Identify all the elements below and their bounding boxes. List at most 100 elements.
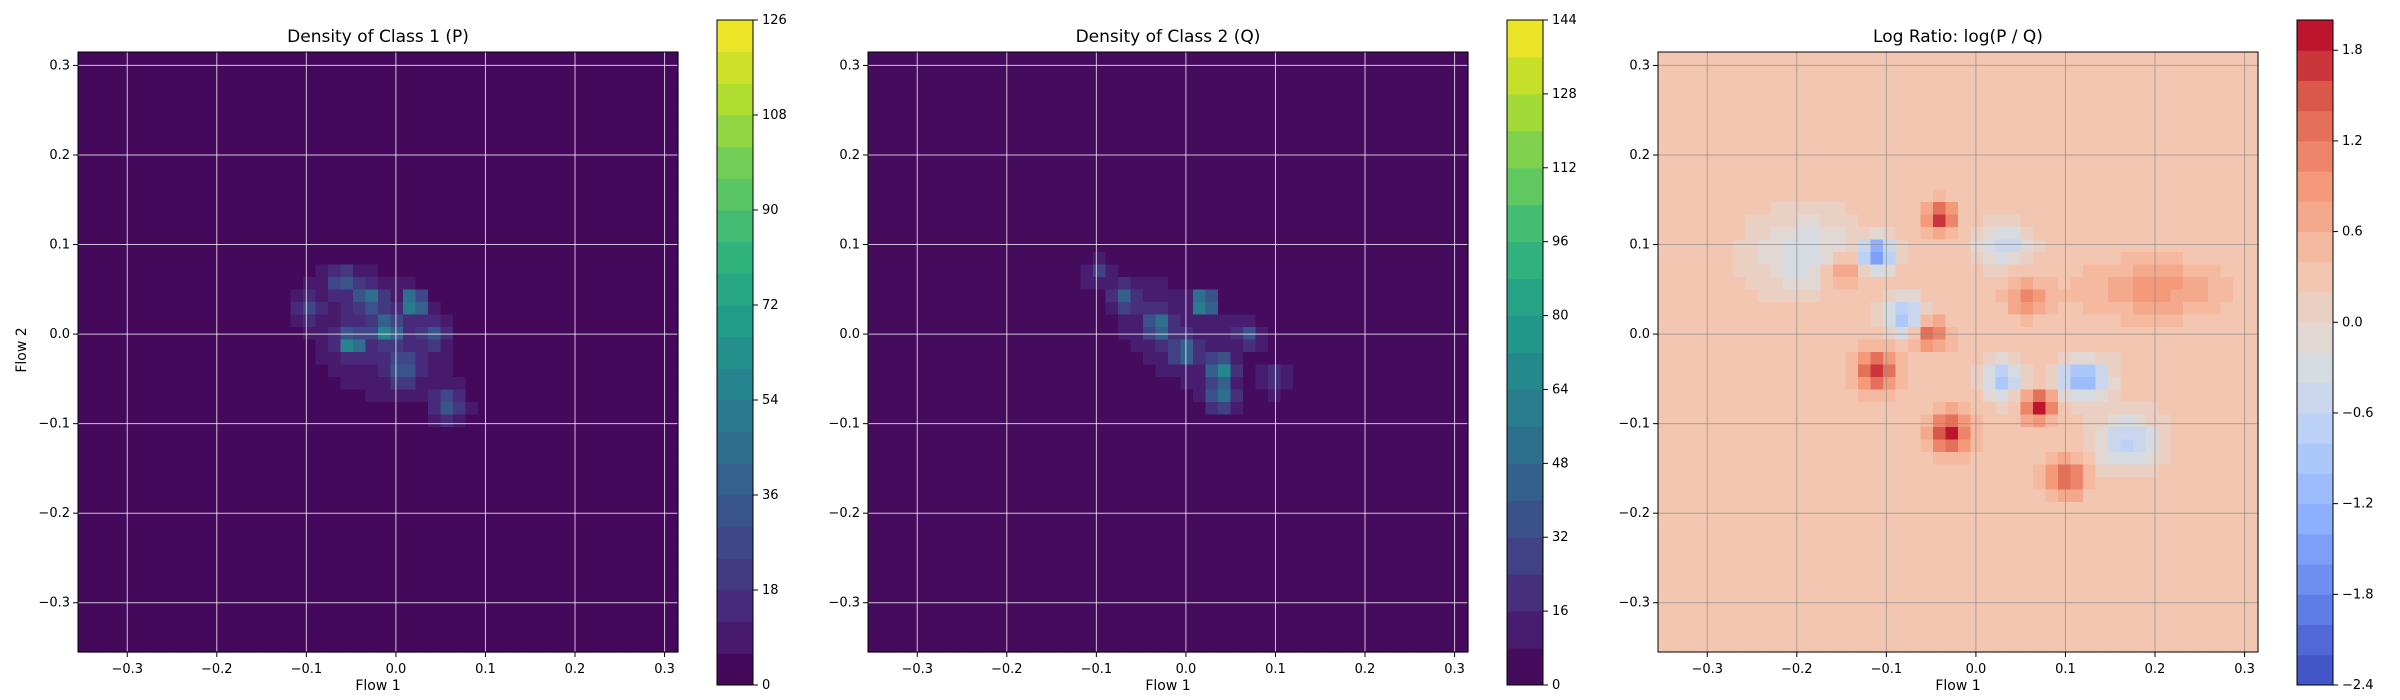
heatmap-cell bbox=[1068, 239, 1082, 253]
heatmap-cell bbox=[1130, 452, 1144, 466]
heatmap-cell bbox=[440, 139, 454, 153]
heatmap-cell bbox=[1168, 289, 1182, 303]
heatmap-cell bbox=[140, 427, 154, 441]
heatmap-cell bbox=[1155, 564, 1169, 578]
heatmap-cell bbox=[1443, 289, 1457, 303]
heatmap-cell bbox=[1155, 427, 1169, 441]
heatmap-cell bbox=[1005, 277, 1019, 291]
heatmap-cell bbox=[918, 402, 932, 416]
heatmap-cell bbox=[1055, 102, 1069, 116]
heatmap-cell bbox=[515, 102, 529, 116]
heatmap-cell bbox=[1155, 302, 1169, 316]
heatmap-cell bbox=[215, 302, 229, 316]
heatmap-cell bbox=[1105, 314, 1119, 328]
heatmap-cell bbox=[1005, 264, 1019, 278]
heatmap-cell bbox=[615, 514, 629, 528]
heatmap-cell bbox=[315, 139, 329, 153]
heatmap-cell bbox=[365, 514, 379, 528]
heatmap-cell bbox=[1695, 177, 1709, 191]
heatmap-cell bbox=[1218, 264, 1232, 278]
heatmap-cell bbox=[615, 564, 629, 578]
heatmap-cell bbox=[253, 414, 267, 428]
heatmap-cell bbox=[115, 527, 129, 541]
heatmap-cell bbox=[868, 589, 882, 603]
heatmap-cell bbox=[1318, 339, 1332, 353]
heatmap-cell bbox=[540, 377, 554, 391]
heatmap-cell bbox=[1355, 189, 1369, 203]
heatmap-cell bbox=[115, 314, 129, 328]
heatmap-cell bbox=[640, 339, 654, 353]
heatmap-cell bbox=[1280, 514, 1294, 528]
heatmap-cell bbox=[353, 252, 367, 266]
heatmap-cell bbox=[115, 239, 129, 253]
heatmap-cell bbox=[290, 327, 304, 341]
heatmap-cell bbox=[1280, 452, 1294, 466]
heatmap-cell bbox=[1305, 252, 1319, 266]
heatmap-cell bbox=[165, 164, 179, 178]
heatmap-cell bbox=[918, 164, 932, 178]
heatmap-cell bbox=[540, 552, 554, 566]
heatmap-cell bbox=[930, 127, 944, 141]
heatmap-cell bbox=[590, 552, 604, 566]
heatmap-cell bbox=[665, 202, 679, 216]
heatmap-cell bbox=[628, 489, 642, 503]
heatmap-cell bbox=[565, 339, 579, 353]
heatmap-cell bbox=[90, 152, 104, 166]
heatmap-cell bbox=[153, 464, 167, 478]
heatmap-cell bbox=[90, 227, 104, 241]
heatmap-cell bbox=[365, 402, 379, 416]
heatmap-cell bbox=[228, 477, 242, 491]
heatmap-cell bbox=[1143, 639, 1157, 653]
heatmap-cell bbox=[340, 477, 354, 491]
heatmap-cell bbox=[528, 402, 542, 416]
heatmap-cell bbox=[1683, 377, 1697, 391]
heatmap-cell bbox=[253, 202, 267, 216]
heatmap-cell bbox=[1380, 414, 1394, 428]
heatmap-cell bbox=[1268, 314, 1282, 328]
heatmap-cell bbox=[1168, 227, 1182, 241]
heatmap-cell bbox=[893, 489, 907, 503]
heatmap-cell bbox=[278, 364, 292, 378]
heatmap-cell bbox=[340, 377, 354, 391]
heatmap-cell bbox=[553, 52, 567, 66]
heatmap-cell bbox=[503, 439, 517, 453]
heatmap-cell bbox=[1218, 402, 1232, 416]
heatmap-cell bbox=[515, 539, 529, 553]
heatmap-cell bbox=[993, 327, 1007, 341]
heatmap-cell bbox=[1708, 152, 1722, 166]
heatmap-cell bbox=[203, 602, 217, 616]
heatmap-cell bbox=[1368, 589, 1382, 603]
heatmap-cell bbox=[1443, 527, 1457, 541]
heatmap-cell bbox=[290, 64, 304, 78]
heatmap-cell bbox=[1243, 527, 1257, 541]
heatmap-cell bbox=[1068, 602, 1082, 616]
heatmap-cell bbox=[603, 264, 617, 278]
heatmap-cell bbox=[1018, 539, 1032, 553]
heatmap-cell bbox=[1670, 252, 1684, 266]
heatmap-cell bbox=[365, 427, 379, 441]
heatmap-cell bbox=[1708, 114, 1722, 128]
heatmap-cell bbox=[403, 327, 417, 341]
heatmap-cell bbox=[1093, 452, 1107, 466]
heatmap-cell bbox=[490, 527, 504, 541]
heatmap-cell bbox=[290, 302, 304, 316]
heatmap-cell bbox=[1455, 264, 1469, 278]
heatmap-cell bbox=[278, 552, 292, 566]
heatmap-cell bbox=[955, 339, 969, 353]
heatmap-cell bbox=[78, 214, 92, 228]
heatmap-cell bbox=[1043, 489, 1057, 503]
heatmap-cell bbox=[315, 152, 329, 166]
colorbar-tick-label: 144 bbox=[1552, 13, 1577, 28]
heatmap-cell bbox=[328, 327, 342, 341]
heatmap-cell bbox=[1243, 427, 1257, 441]
heatmap-cell bbox=[1683, 152, 1697, 166]
heatmap-cell bbox=[880, 389, 894, 403]
heatmap-cell bbox=[930, 289, 944, 303]
heatmap-cell bbox=[203, 264, 217, 278]
heatmap-cell bbox=[1658, 277, 1672, 291]
heatmap-cell bbox=[1430, 639, 1444, 653]
heatmap-cell bbox=[90, 239, 104, 253]
heatmap-cell bbox=[880, 227, 894, 241]
heatmap-cell bbox=[328, 289, 342, 303]
heatmap-cell bbox=[955, 514, 969, 528]
